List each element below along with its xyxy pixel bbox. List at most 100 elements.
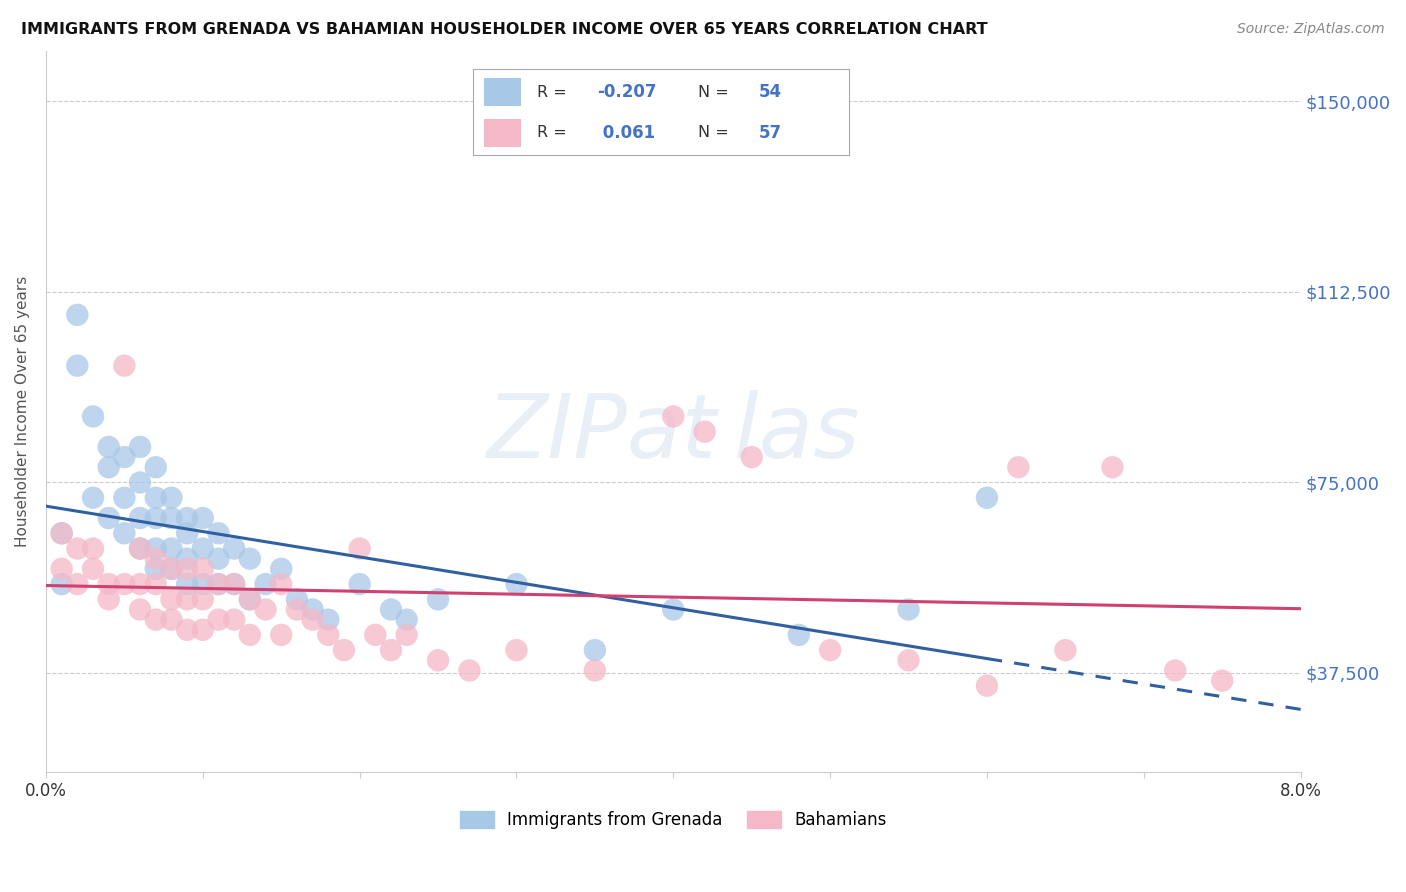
Point [176, 623, 198, 637]
Point [897, 653, 920, 667]
Point [224, 577, 246, 591]
Point [254, 577, 277, 591]
Point [145, 460, 167, 475]
Point [270, 628, 292, 642]
Point [176, 562, 198, 576]
Point [301, 602, 323, 616]
Point [207, 577, 229, 591]
Point [145, 491, 167, 505]
Point [129, 475, 152, 490]
Point [349, 577, 371, 591]
Point [160, 541, 183, 556]
Point [176, 592, 198, 607]
Point [51, 526, 73, 541]
Point [458, 664, 481, 678]
Point [129, 541, 152, 556]
Point [349, 541, 371, 556]
Point [897, 602, 920, 616]
Point [51, 526, 73, 541]
Point [176, 526, 198, 541]
Point [97, 440, 120, 454]
Point [191, 577, 214, 591]
Point [662, 602, 685, 616]
Point [160, 592, 183, 607]
Point [160, 562, 183, 576]
Point [191, 511, 214, 525]
Point [207, 613, 229, 627]
Point [129, 602, 152, 616]
Point [112, 450, 135, 464]
Point [787, 628, 810, 642]
Point [129, 541, 152, 556]
Point [129, 511, 152, 525]
Point [1054, 643, 1077, 657]
Point [97, 511, 120, 525]
Point [316, 628, 339, 642]
Point [176, 511, 198, 525]
Point [145, 562, 167, 576]
Point [145, 511, 167, 525]
Legend: Immigrants from Grenada, Bahamians: Immigrants from Grenada, Bahamians [454, 805, 893, 836]
Point [285, 602, 308, 616]
Point [97, 577, 120, 591]
Point [693, 425, 716, 439]
Point [364, 628, 387, 642]
Point [380, 643, 402, 657]
Point [66, 577, 89, 591]
Point [160, 491, 183, 505]
Point [145, 551, 167, 566]
Point [82, 541, 104, 556]
Point [239, 551, 262, 566]
Point [239, 592, 262, 607]
Point [82, 409, 104, 424]
Text: IMMIGRANTS FROM GRENADA VS BAHAMIAN HOUSEHOLDER INCOME OVER 65 YEARS CORRELATION: IMMIGRANTS FROM GRENADA VS BAHAMIAN HOUS… [21, 22, 987, 37]
Point [191, 623, 214, 637]
Point [112, 491, 135, 505]
Point [224, 541, 246, 556]
Point [160, 613, 183, 627]
Point [66, 308, 89, 322]
Point [176, 577, 198, 591]
Point [285, 592, 308, 607]
Point [97, 460, 120, 475]
Point [333, 643, 356, 657]
Point [818, 643, 841, 657]
Point [1101, 460, 1123, 475]
Point [1211, 673, 1233, 688]
Point [239, 592, 262, 607]
Point [112, 359, 135, 373]
Point [380, 602, 402, 616]
Point [270, 577, 292, 591]
Y-axis label: Householder Income Over 65 years: Householder Income Over 65 years [15, 276, 30, 547]
Point [51, 562, 73, 576]
Point [176, 551, 198, 566]
Point [316, 613, 339, 627]
Point [741, 450, 763, 464]
Point [1164, 664, 1187, 678]
Point [1007, 460, 1029, 475]
Point [129, 440, 152, 454]
Point [51, 577, 73, 591]
Point [145, 613, 167, 627]
Point [239, 628, 262, 642]
Point [160, 511, 183, 525]
Point [207, 551, 229, 566]
Point [224, 613, 246, 627]
Point [583, 643, 606, 657]
Point [662, 409, 685, 424]
Point [112, 577, 135, 591]
Point [160, 562, 183, 576]
Point [395, 628, 418, 642]
Point [145, 577, 167, 591]
Point [191, 592, 214, 607]
Point [66, 359, 89, 373]
Point [145, 541, 167, 556]
Point [191, 541, 214, 556]
Point [112, 526, 135, 541]
Point [224, 577, 246, 591]
Point [97, 592, 120, 607]
Point [505, 643, 527, 657]
Point [505, 577, 527, 591]
Point [207, 526, 229, 541]
Point [82, 491, 104, 505]
